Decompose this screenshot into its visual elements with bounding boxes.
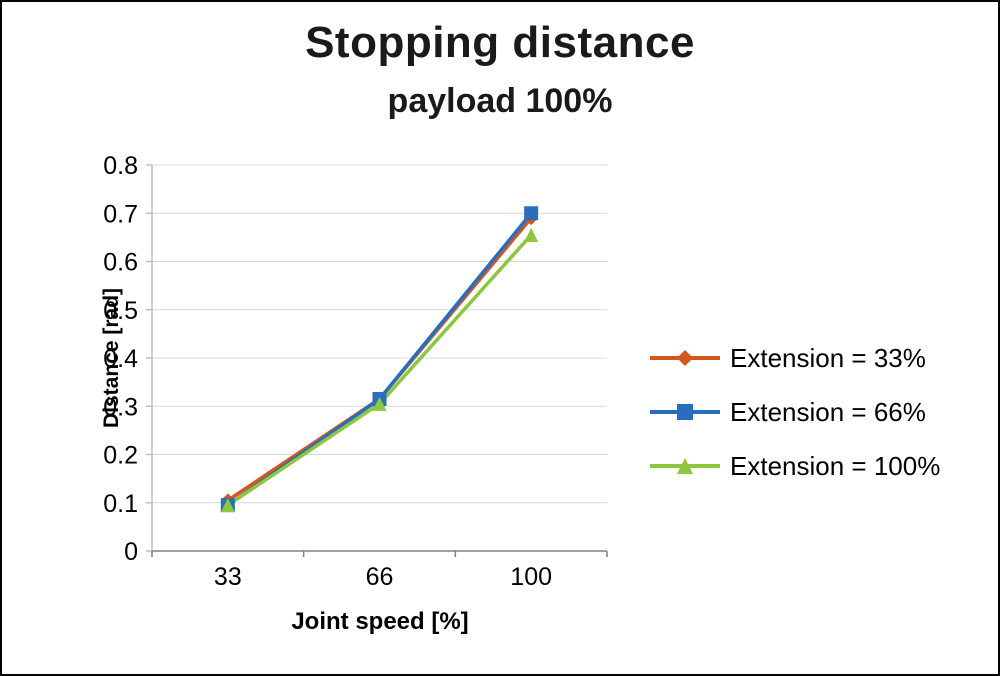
y-tick-label: 0.1	[103, 490, 138, 518]
triangle-marker	[524, 227, 539, 242]
y-tick-label: 0.3	[103, 393, 138, 421]
y-tick-label: 0.8	[103, 152, 138, 180]
y-tick-label: 0.4	[103, 345, 138, 373]
legend-marker-line	[650, 350, 720, 366]
legend-label: Extension = 66%	[730, 396, 926, 427]
series-line	[226, 216, 533, 503]
triangle-marker	[220, 498, 235, 513]
legend-item: Extension = 33%	[650, 338, 940, 378]
chart-title: Stopping distance	[305, 18, 695, 67]
x-tick-label: 33	[214, 563, 242, 591]
legend-marker-line	[650, 458, 720, 474]
legend: Extension = 33% Extension = 66% Extension …	[650, 338, 940, 486]
triangle-icon	[677, 458, 693, 474]
legend-label: Extension = 100%	[730, 450, 941, 481]
y-tick-label: 0.6	[103, 249, 138, 277]
y-tick-label: 0	[124, 538, 138, 566]
y-tick-label: 0.7	[103, 200, 138, 228]
series-line	[226, 211, 533, 507]
y-tick-label: 0.5	[103, 297, 138, 325]
diamond-icon	[677, 350, 693, 366]
x-tick-label: 100	[510, 563, 552, 591]
y-tick-label: 0.2	[103, 442, 138, 470]
x-tick-label: 66	[366, 563, 394, 591]
legend-item: Extension = 100%	[650, 446, 940, 486]
legend-marker-line	[650, 404, 720, 420]
triangle-marker	[372, 396, 387, 411]
chart-subtitle: payload 100%	[387, 82, 613, 120]
legend-item: Extension = 66%	[650, 392, 940, 432]
square-marker	[524, 206, 539, 221]
y-axis-title: Distance [rad]	[100, 287, 123, 429]
square-icon	[677, 404, 693, 420]
legend-label: Extension = 33%	[730, 342, 926, 373]
series-line	[226, 233, 533, 507]
x-axis-title: Joint speed [%]	[291, 608, 469, 635]
